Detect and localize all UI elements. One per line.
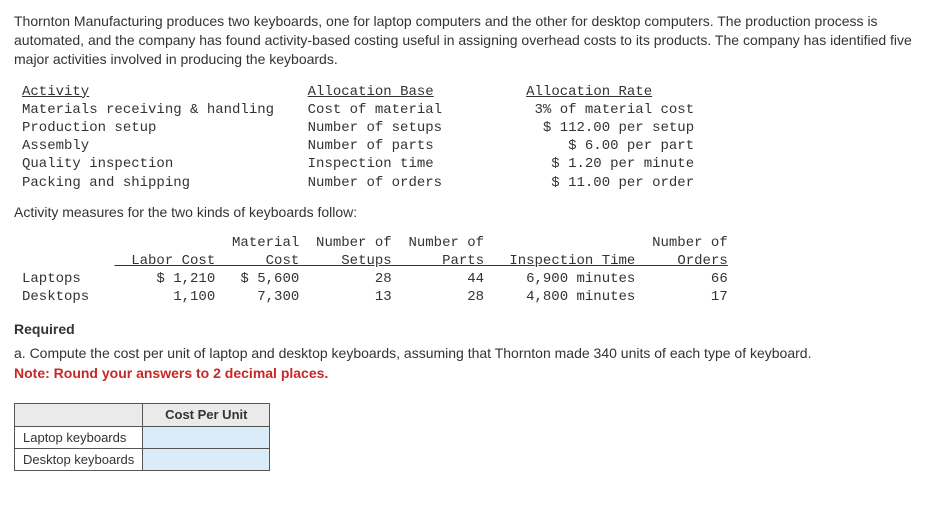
cost-per-unit-table: Cost Per Unit Laptop keyboards Desktop k… — [14, 403, 270, 471]
row-label-laptop: Laptop keyboards — [15, 426, 143, 448]
measures-table: Material Number of Number of Number of L… — [22, 234, 924, 307]
intro-paragraph: Thornton Manufacturing produces two keyb… — [14, 12, 924, 69]
measures-intro: Activity measures for the two kinds of k… — [14, 204, 924, 220]
rounding-note: Note: Round your answers to 2 decimal pl… — [14, 365, 924, 381]
question-a: a. Compute the cost per unit of laptop a… — [14, 345, 924, 361]
laptop-cost-input[interactable] — [143, 426, 270, 448]
blank-header-cell — [15, 403, 143, 426]
question-a-text: a. Compute the cost per unit of laptop a… — [14, 345, 811, 361]
cost-per-unit-header: Cost Per Unit — [143, 403, 270, 426]
desktop-cost-input[interactable] — [143, 448, 270, 470]
required-heading: Required — [14, 321, 924, 337]
row-label-desktop: Desktop keyboards — [15, 448, 143, 470]
activity-rate-table: Activity Allocation Base Allocation Rate… — [22, 83, 924, 192]
